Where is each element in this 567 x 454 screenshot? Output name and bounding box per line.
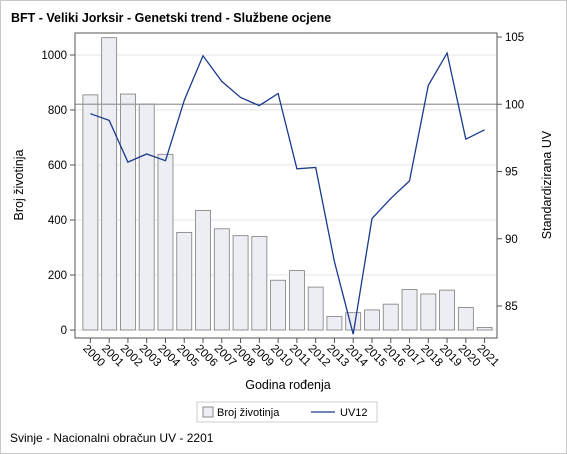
legend-box <box>196 401 378 423</box>
left-tick-label: 0 <box>61 325 67 337</box>
x-axis-label: Godina rođenja <box>245 378 331 392</box>
bar <box>345 312 362 331</box>
bar <box>364 309 380 331</box>
bar <box>307 286 324 331</box>
left-tick-label: 1000 <box>41 50 67 62</box>
y-axis-left-label: Broj životinja <box>12 150 26 221</box>
bar <box>176 231 193 331</box>
bar <box>120 93 136 331</box>
left-tick-label: 200 <box>48 270 67 282</box>
bar <box>213 228 230 331</box>
right-tick-label: 100 <box>505 99 524 111</box>
bar <box>326 316 343 331</box>
right-tick-label: 105 <box>505 32 524 44</box>
bar <box>82 94 99 331</box>
chart-title: BFT - Veliki Jorksir - Genetski trend - … <box>11 11 331 25</box>
x-axis: 2000200120022003200420052006200720082009… <box>80 338 501 370</box>
left-tick-label: 800 <box>48 105 67 117</box>
line-series <box>90 51 485 335</box>
left-axis: 0 200 400 600 800 1000 <box>41 50 75 337</box>
bar <box>457 307 474 331</box>
bar <box>101 37 118 331</box>
right-axis: 85 90 95 100 105 <box>497 32 524 313</box>
left-tick-label: 600 <box>48 160 67 172</box>
uv12-line <box>90 51 485 335</box>
bar <box>439 289 455 331</box>
bar <box>195 209 211 331</box>
y-axis-right-label: Standardizirana UV <box>540 130 554 239</box>
bar <box>420 293 437 331</box>
bar <box>401 289 418 331</box>
legend-bar-label: Broj životinja <box>217 407 280 419</box>
bar <box>288 270 305 331</box>
legend: Broj životinja UV12 <box>196 401 378 423</box>
plot-area <box>74 32 498 339</box>
bar <box>232 235 249 331</box>
footnote: Svinje - Nacionalni obračun UV - 2201 <box>10 431 214 445</box>
legend-line-label: UV12 <box>340 407 368 419</box>
bar <box>270 279 287 331</box>
right-tick-label: 95 <box>505 167 518 179</box>
left-tick-label: 400 <box>48 215 67 227</box>
bar <box>476 327 493 331</box>
right-tick-label: 85 <box>505 301 518 313</box>
bar <box>382 303 399 331</box>
right-tick-label: 90 <box>505 234 518 246</box>
bar <box>251 236 268 331</box>
bar <box>157 153 174 331</box>
bar <box>138 103 155 331</box>
legend-bar-swatch <box>202 406 214 418</box>
